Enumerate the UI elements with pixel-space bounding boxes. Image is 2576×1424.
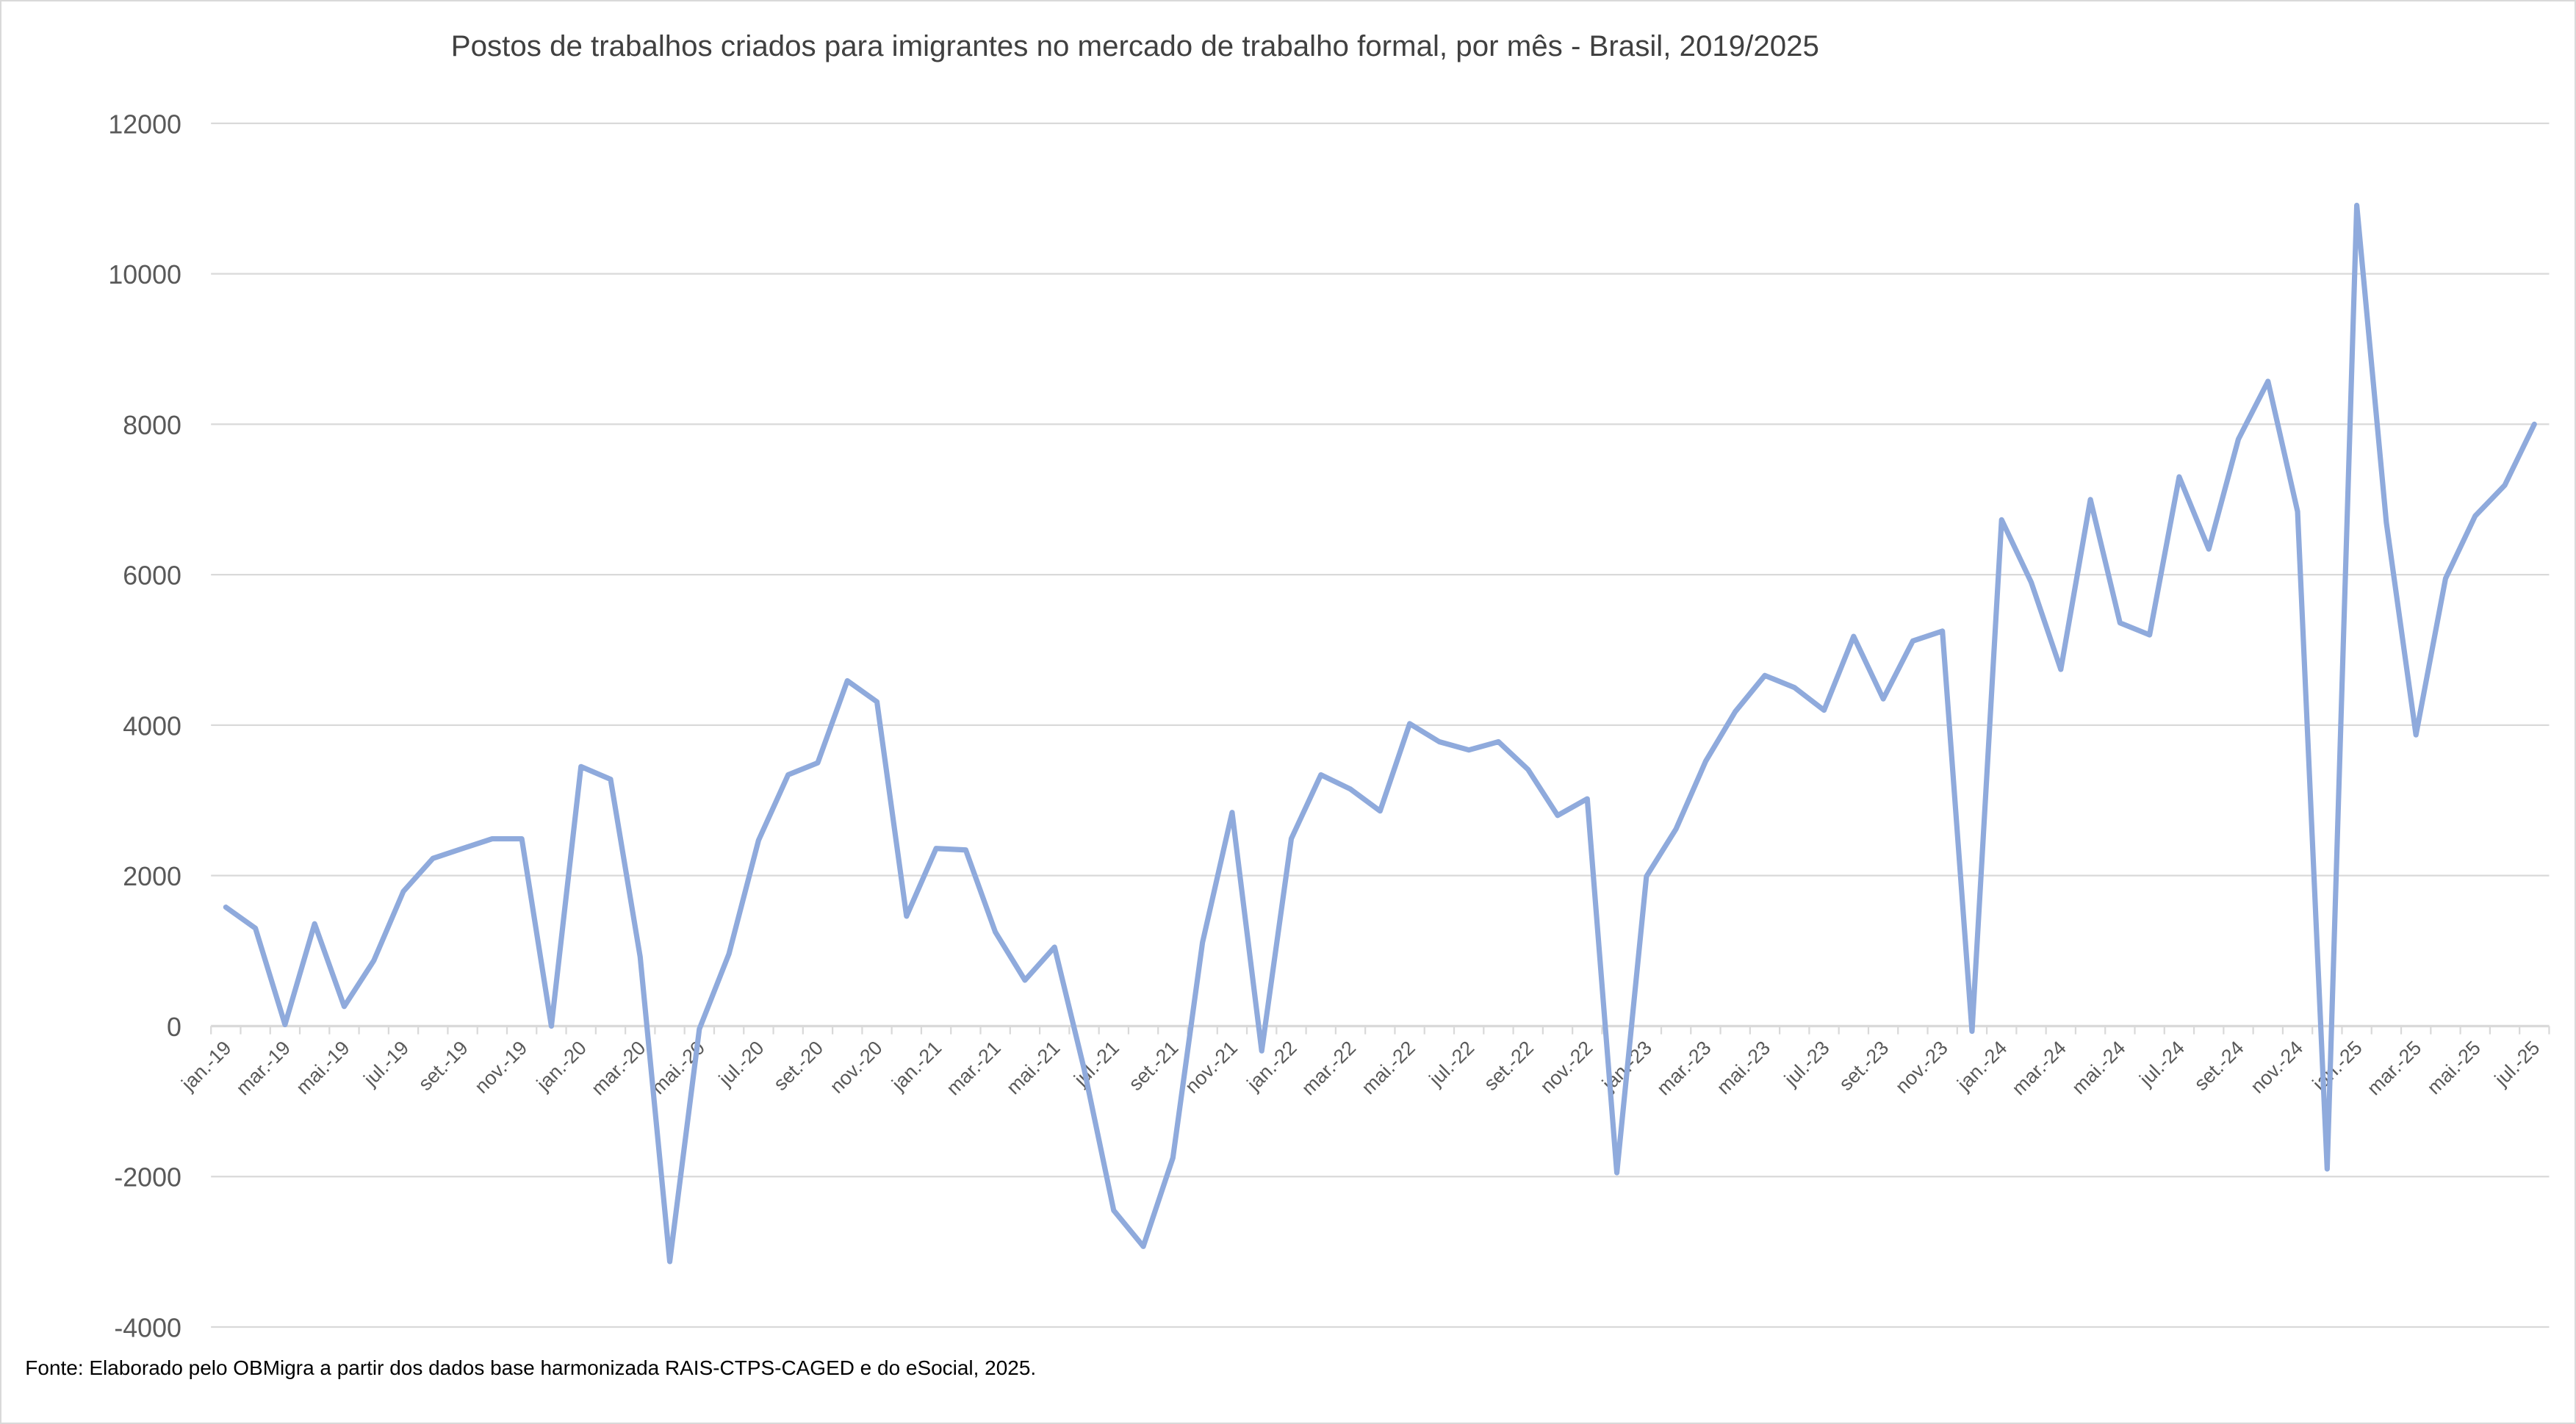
x-tick-label: jul.-19 <box>359 1037 414 1091</box>
y-axis-ticks: -4000 -2000 0 2000 4000 6000 8000 10000 12000 <box>108 109 181 1342</box>
x-tick-label: set.-19 <box>414 1037 472 1095</box>
x-tick-label: set.-20 <box>769 1037 827 1095</box>
x-tick-label: jan.-22 <box>1242 1037 1301 1096</box>
x-tick-label: mai.-25 <box>2422 1037 2485 1099</box>
x-tick-label: jan.-19 <box>177 1037 236 1096</box>
y-tick-label: 12000 <box>108 109 181 139</box>
x-tick-label: nov.-24 <box>2246 1037 2307 1098</box>
x-tick-label: mai.-21 <box>1002 1037 1065 1099</box>
x-tick-label: mar.-25 <box>2363 1037 2426 1100</box>
source-note: Fonte: Elaborado pelo OBMigra a partir d… <box>25 1356 1036 1379</box>
series-line-group <box>223 202 2537 1265</box>
x-tick-label: nov.-22 <box>1536 1037 1597 1098</box>
x-tick-label: nov.-20 <box>826 1037 887 1098</box>
y-tick-label: 2000 <box>123 862 181 891</box>
y-tick-label: 4000 <box>123 711 181 741</box>
x-tick-label: jan.-21 <box>887 1037 946 1096</box>
y-tick-label: 6000 <box>123 561 181 591</box>
y-tick-label: 0 <box>167 1013 181 1042</box>
x-tick-label: mar.-23 <box>1652 1037 1716 1100</box>
gridlines <box>211 122 2550 1328</box>
x-tick-label: set.-24 <box>2190 1037 2248 1095</box>
x-tick-label: mai.-22 <box>1357 1037 1420 1099</box>
y-tick-label: -4000 <box>114 1313 181 1342</box>
x-tick-label: jul.-25 <box>2490 1037 2544 1091</box>
x-tick-label: mar.-22 <box>1298 1037 1361 1100</box>
x-tick-label: jan.-20 <box>532 1037 591 1096</box>
x-tick-label: mar.-24 <box>2007 1037 2070 1100</box>
x-tick-label: set.-21 <box>1124 1037 1182 1095</box>
x-tick-label: jan.-24 <box>1952 1037 2011 1096</box>
x-tick-label: set.-22 <box>1480 1037 1538 1095</box>
y-tick-label: -2000 <box>114 1163 181 1193</box>
y-tick-label: 10000 <box>108 260 181 290</box>
x-tick-label: mar.-21 <box>942 1037 1005 1100</box>
series-line <box>223 202 2537 1265</box>
y-tick-label: 8000 <box>123 411 181 440</box>
x-tick-label: mai.-23 <box>1713 1037 1775 1099</box>
x-tick-label: jul.-22 <box>1425 1037 1479 1091</box>
x-tick-label: mai.-24 <box>2068 1037 2130 1099</box>
x-tick-label: jul.-24 <box>2134 1037 2189 1091</box>
chart-title: Postos de trabalhos criados para imigran… <box>451 29 1819 62</box>
x-tick-label: mai.-19 <box>292 1037 354 1099</box>
x-tick-label: set.-23 <box>1835 1037 1893 1095</box>
x-tick-label: jan.-25 <box>2308 1037 2367 1096</box>
x-tick-label: nov.-19 <box>470 1037 531 1098</box>
x-tick-label: mar.-20 <box>587 1037 650 1100</box>
x-tick-label: mar.-19 <box>232 1037 295 1100</box>
x-axis <box>210 1024 2550 1035</box>
x-tick-label: nov.-23 <box>1891 1037 1952 1098</box>
x-tick-label: jul.-23 <box>1780 1037 1834 1091</box>
x-tick-label: jul.-20 <box>714 1037 769 1091</box>
